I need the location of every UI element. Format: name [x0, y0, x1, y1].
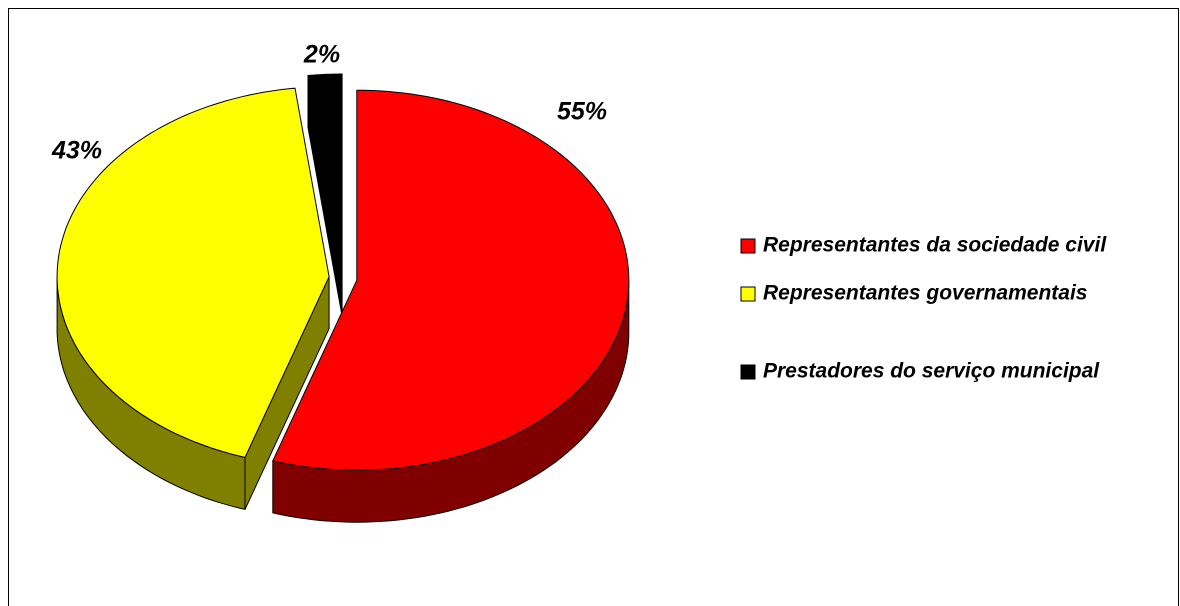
legend-swatch [740, 286, 756, 302]
legend-swatch [740, 364, 756, 380]
pie-slice [307, 73, 343, 265]
pie-slice [272, 89, 630, 471]
legend-label: Prestadores do serviço municipal [763, 360, 1100, 383]
data-label: 43% [51, 137, 102, 165]
data-label: 2% [303, 41, 340, 69]
legend-swatch [740, 238, 756, 254]
data-label: 55% [557, 98, 607, 126]
pie-slice [56, 87, 330, 458]
legend-label: Representantes governamentais [763, 282, 1087, 305]
legend-label: Representantes da sociedade civil [763, 234, 1107, 257]
